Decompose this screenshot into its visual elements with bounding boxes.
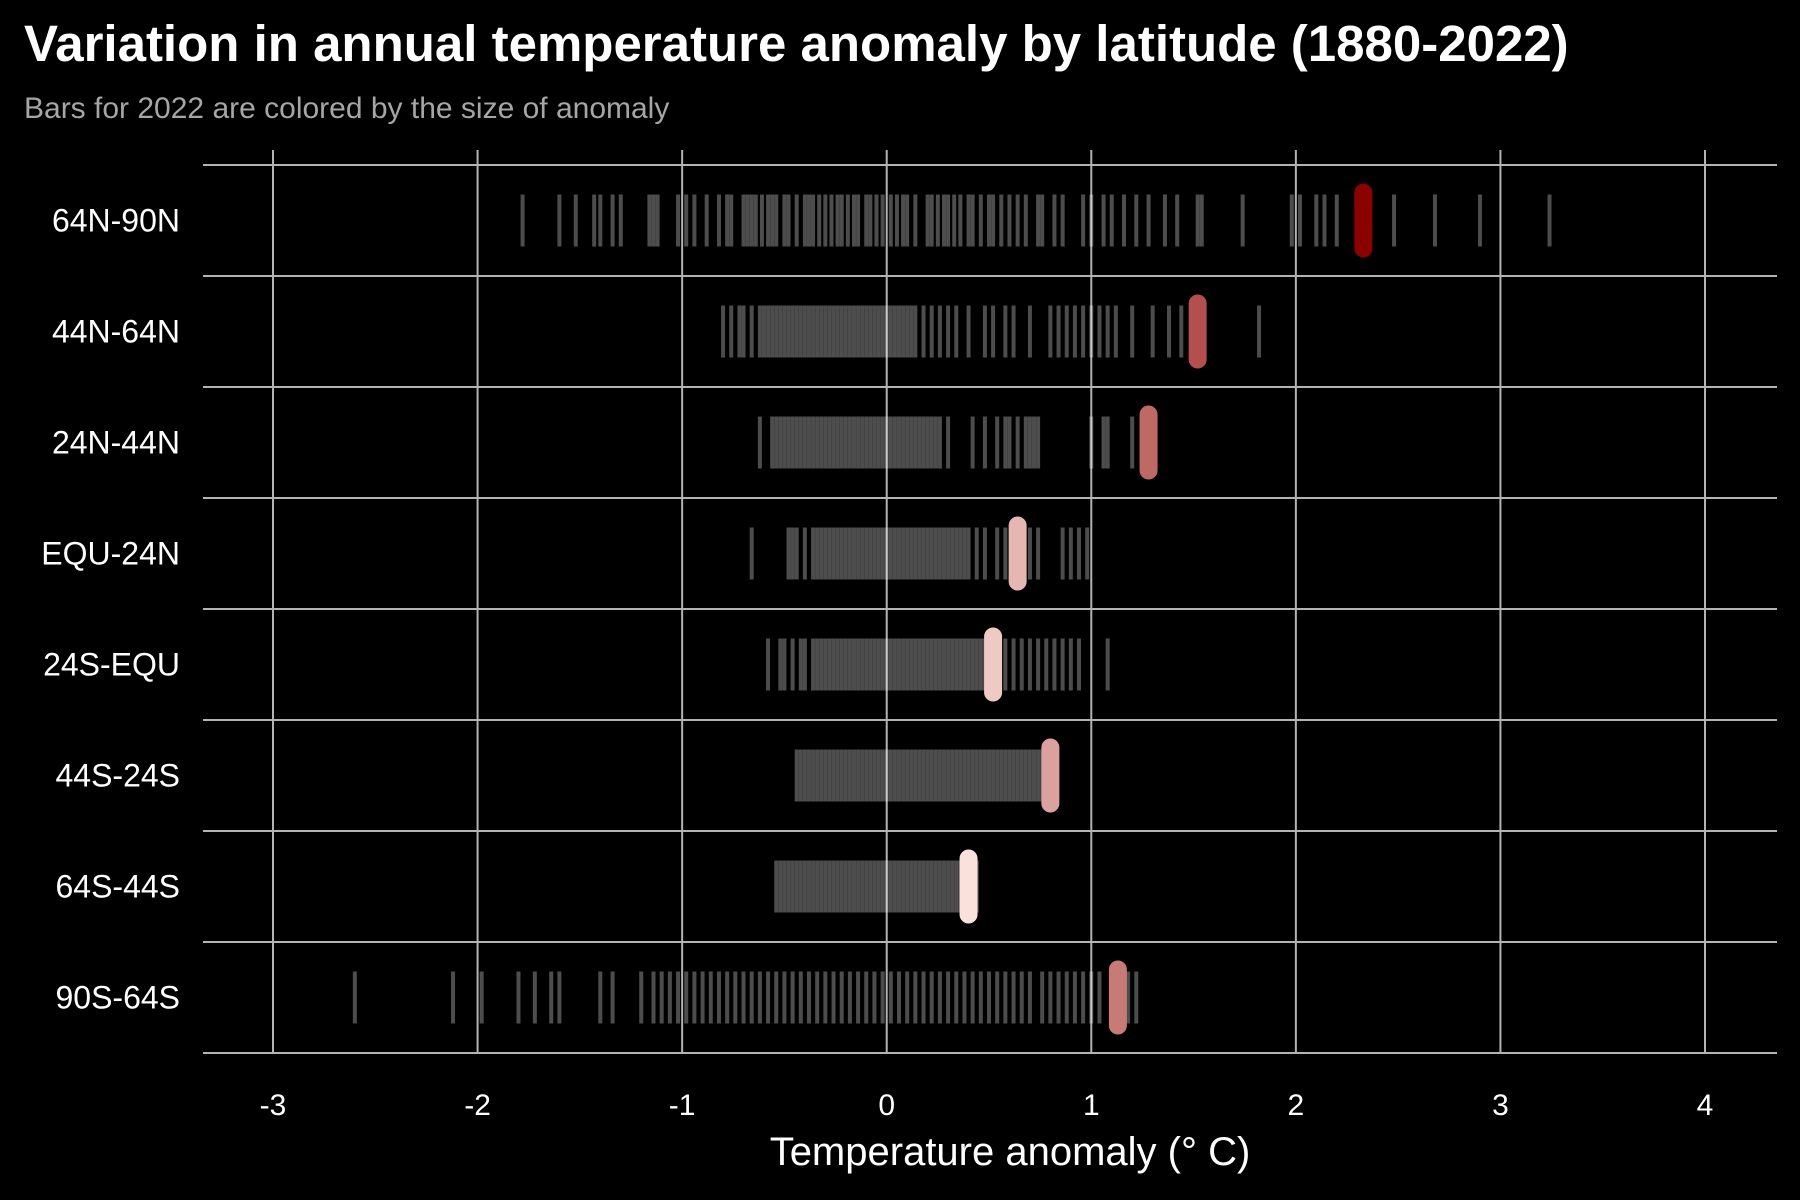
x-tick-label: 4 <box>1697 1089 1714 1122</box>
x-tick-label: 2 <box>1288 1089 1305 1122</box>
x-tick-label: 3 <box>1492 1089 1509 1122</box>
y-category-label: 44N-64N <box>52 314 180 350</box>
y-category-label: EQU-24N <box>41 536 180 572</box>
history-layer <box>352 194 1552 1024</box>
y-category-label: 44S-24S <box>55 758 180 794</box>
x-axis-title: Temperature anomaly (° C) <box>770 1130 1251 1174</box>
label-layer: -3 -2 -1 0 1 2 3 4 64N-90N 44N-64N 24N-44N EQU-24N 2… <box>41 203 1713 1123</box>
x-tick-label: -1 <box>669 1089 696 1122</box>
y-category-label: 24S-EQU <box>43 647 180 683</box>
y-category-label: 24N-44N <box>52 425 180 461</box>
y-category-label: 90S-64S <box>55 980 180 1016</box>
highlight-layer <box>959 183 1373 1035</box>
y-category-label: 64N-90N <box>52 203 180 239</box>
chart-subtitle: Bars for 2022 are colored by the size of… <box>24 92 670 125</box>
x-tick-label: -3 <box>260 1089 287 1122</box>
x-tick-label: 0 <box>878 1089 895 1122</box>
grid-layer <box>203 150 1777 1054</box>
x-tick-label: -2 <box>464 1089 491 1122</box>
y-category-label: 64S-44S <box>55 869 180 905</box>
x-tick-label: 1 <box>1083 1089 1100 1122</box>
chart-title: Variation in annual temperature anomaly … <box>24 15 1569 72</box>
